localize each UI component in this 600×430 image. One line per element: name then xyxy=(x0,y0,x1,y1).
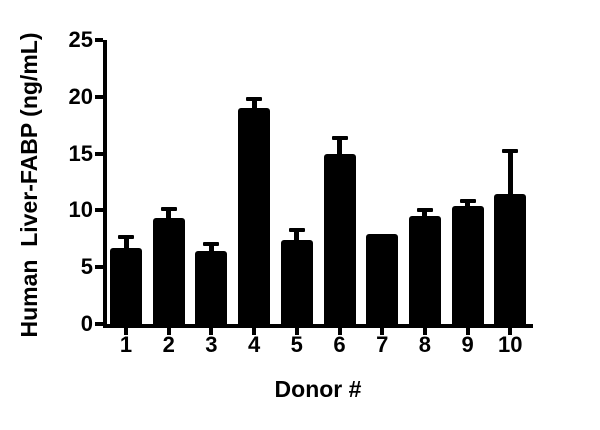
y-axis-tick-label: 0 xyxy=(80,311,93,336)
error-bar-cap xyxy=(416,208,433,213)
bar xyxy=(408,216,441,324)
x-axis-tick xyxy=(209,328,214,335)
x-axis-tick-label: 1 xyxy=(119,332,133,357)
plot-area: 0 5 10 15 20 25 1 2 3 4 5 6 7 8 9 10 xyxy=(69,29,533,356)
y-axis-tick xyxy=(95,151,103,156)
x-axis-tick-label: 6 xyxy=(333,332,346,357)
error-bar-stem xyxy=(251,99,257,111)
y-axis-tick-label: 10 xyxy=(68,197,93,223)
error-bar-cap xyxy=(203,242,220,247)
x-axis-tick-label: 7 xyxy=(376,332,389,357)
x-axis-tick xyxy=(252,328,257,335)
error-bar-cap xyxy=(331,135,348,140)
bar xyxy=(280,239,313,324)
x-axis-tick xyxy=(508,328,513,335)
error-bar-cap xyxy=(118,234,134,239)
x-axis-tick-label: 8 xyxy=(418,332,432,357)
y-axis-tick-label: 15 xyxy=(68,140,93,166)
bar xyxy=(494,194,527,324)
error-bar-cap xyxy=(160,207,177,212)
y-axis-tick xyxy=(95,208,103,213)
bar xyxy=(195,251,228,324)
error-bar-stem xyxy=(422,210,428,219)
x-axis-tick xyxy=(337,328,342,335)
error-bar-stem xyxy=(208,244,214,254)
x-axis-tick xyxy=(465,328,470,335)
y-axis-label: Human Liver-FABP (ng/mL) xyxy=(16,32,42,338)
error-bar-stem xyxy=(337,137,342,156)
y-axis-tick-label: 20 xyxy=(68,83,93,109)
bar xyxy=(238,108,271,324)
error-bar-stem xyxy=(507,151,513,197)
error-bar-stem xyxy=(294,229,300,242)
x-axis-tick-label: 10 xyxy=(498,332,523,357)
error-bar-cap xyxy=(246,97,263,102)
bar xyxy=(110,247,142,324)
error-bar-stem xyxy=(166,209,172,221)
x-axis-tick-label: 4 xyxy=(247,332,261,357)
x-axis-tick-label: 9 xyxy=(461,332,474,357)
bar xyxy=(366,234,399,324)
y-axis-tick xyxy=(95,38,103,42)
bar xyxy=(451,205,484,324)
error-bar-stem xyxy=(465,201,471,208)
x-axis-tick xyxy=(166,328,171,335)
bar xyxy=(152,218,185,324)
y-axis-tick-label: 5 xyxy=(80,254,93,280)
error-bar-stem xyxy=(123,236,129,250)
y-axis-tick xyxy=(95,94,103,99)
x-axis-tick-label: 2 xyxy=(162,332,175,357)
error-bar-cap xyxy=(502,149,519,154)
x-axis-tick-label: 3 xyxy=(205,332,218,357)
y-axis-tick xyxy=(95,322,103,326)
x-axis-tick xyxy=(124,328,128,335)
y-axis-tick xyxy=(95,265,103,270)
error-bar-cap xyxy=(459,199,476,204)
bar xyxy=(323,153,356,324)
x-axis-tick xyxy=(294,328,299,335)
y-axis-tick-label: 25 xyxy=(68,27,93,52)
x-axis-tick-label: 5 xyxy=(290,332,303,357)
x-axis-tick xyxy=(422,328,427,335)
x-axis-tick xyxy=(380,328,385,335)
x-axis-label: Donor # xyxy=(274,376,362,402)
error-bar-cap xyxy=(288,227,305,232)
